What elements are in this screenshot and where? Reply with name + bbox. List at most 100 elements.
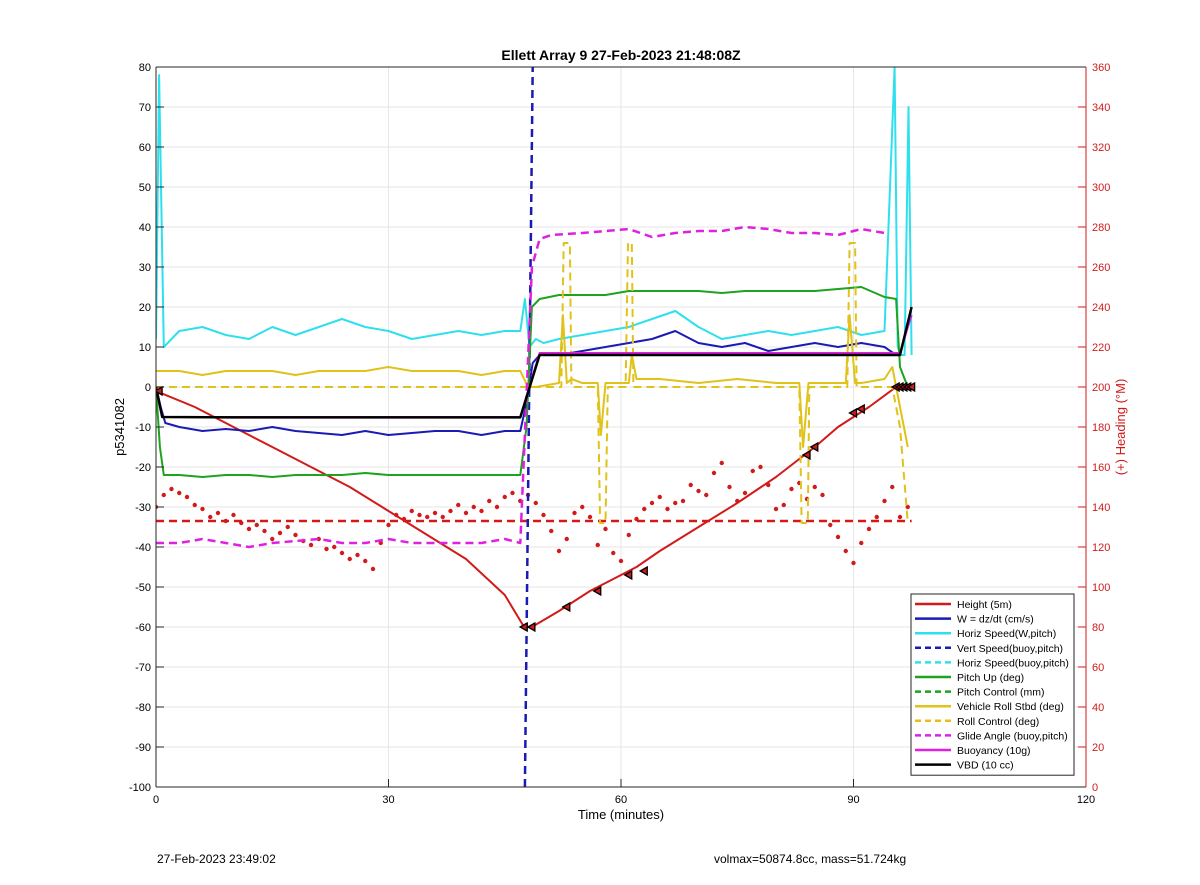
series-line-11 [156, 306, 913, 419]
heading-point [200, 506, 205, 512]
series-line-3 [523, 67, 534, 787]
y-tick-label: -20 [135, 462, 151, 474]
heading-point [680, 498, 686, 504]
heading-point [541, 512, 546, 518]
marker-point [638, 565, 648, 577]
y2-tick-label: 20 [1092, 742, 1104, 754]
heading-point [417, 512, 422, 518]
y-tick-label: -60 [135, 622, 151, 634]
heading-point [665, 506, 670, 512]
heading-point [215, 510, 221, 516]
y-tick-label: 80 [139, 62, 151, 74]
y-tick-label: 50 [139, 182, 151, 194]
x-tick-label: 30 [382, 794, 394, 806]
y-tick-label: 10 [139, 342, 151, 354]
heading-point [285, 524, 290, 530]
heading-point [177, 490, 182, 496]
legend-label: Horiz Speed(buoy,pitch) [957, 657, 1069, 669]
heading-point [595, 542, 600, 548]
y-tick-label: 40 [139, 222, 151, 234]
heading-point [626, 532, 631, 538]
heading-point [758, 464, 763, 470]
y2-tick-label: 260 [1092, 262, 1110, 274]
y2-tick-label: 60 [1092, 662, 1104, 674]
heading-point [564, 536, 569, 542]
heading-point [696, 488, 701, 494]
heading-point [719, 460, 724, 466]
plot-area [156, 67, 916, 787]
y2-tick-label: 160 [1092, 462, 1110, 474]
y2-tick-label: 100 [1092, 582, 1110, 594]
x-tick-label: 120 [1077, 794, 1095, 806]
heading-point [254, 522, 259, 528]
heading-point [502, 494, 507, 500]
marker-point [592, 585, 602, 597]
x-axis-label: Time (minutes) [578, 807, 664, 822]
heading-point [432, 510, 438, 516]
legend: Height (5m) W = dz/dt (cm/s) Horiz Speed(W… [910, 593, 1075, 776]
heading-point [859, 540, 864, 546]
heading-point [425, 514, 430, 520]
heading-point [231, 512, 236, 518]
heading-point [479, 508, 484, 514]
series-line-0 [156, 386, 897, 628]
series-line-7 [156, 314, 909, 448]
heading-point [494, 504, 500, 510]
series-group [156, 67, 916, 787]
heading-point [611, 550, 616, 556]
series-line-2 [156, 67, 913, 356]
y2-tick-label: 80 [1092, 622, 1104, 634]
y2-tick-label: 240 [1092, 302, 1110, 314]
marker-point [156, 385, 163, 397]
heading-point [742, 490, 748, 496]
heading-point [897, 514, 903, 520]
y2-tick-label: 300 [1092, 182, 1110, 194]
y2-tick-label: 280 [1092, 222, 1110, 234]
heading-point [440, 514, 445, 520]
legend-label: VBD (10 cc) [957, 760, 1014, 772]
y2-tick-label: 40 [1092, 702, 1104, 714]
y2-axis-label: (+) Heading (°M) [1113, 379, 1128, 476]
footer-volmax-mass: volmax=50874.8cc, mass=51.724kg [714, 852, 907, 866]
heading-point [324, 546, 329, 552]
y-tick-label: 60 [139, 142, 151, 154]
heading-point [161, 492, 166, 498]
y-tick-label: -100 [129, 782, 151, 794]
heading-point [874, 514, 879, 520]
heading-point [378, 540, 383, 546]
legend-label: Glide Angle (buoy,pitch) [957, 730, 1068, 742]
heading-point [572, 510, 577, 516]
heading-point [277, 530, 283, 536]
series-line-8 [156, 242, 909, 524]
heading-point [471, 504, 476, 510]
heading-point [642, 506, 647, 512]
heading-point [208, 514, 213, 520]
legend-label: Buoyancy (10g) [957, 745, 1031, 757]
footer-timestamp: 27-Feb-2023 23:49:02 [157, 852, 276, 866]
heading-point [789, 486, 794, 492]
marker-point [623, 569, 633, 581]
heading-point [820, 492, 825, 498]
heading-point [533, 500, 538, 506]
legend-box [910, 593, 1075, 776]
heading-point [688, 482, 693, 488]
heading-point [184, 494, 190, 500]
y-tick-label: -40 [135, 542, 151, 554]
legend-label: Vert Speed(buoy,pitch) [957, 643, 1063, 655]
y-tick-label: -90 [135, 742, 151, 754]
y2-tick-label: 320 [1092, 142, 1110, 154]
legend-label: Pitch Up (deg) [957, 672, 1024, 684]
y-tick-label: -70 [135, 662, 151, 674]
y-tick-label: 70 [139, 102, 151, 114]
y-tick-label: 20 [139, 302, 151, 314]
heading-point [556, 548, 562, 554]
heading-point [308, 542, 314, 548]
heading-point [890, 484, 895, 490]
marker-point [526, 621, 536, 633]
legend-label: Horiz Speed(W,pitch) [957, 628, 1056, 640]
heading-point [781, 502, 786, 508]
heading-point [339, 550, 345, 556]
heading-point [657, 494, 662, 500]
heading-point [905, 504, 910, 510]
